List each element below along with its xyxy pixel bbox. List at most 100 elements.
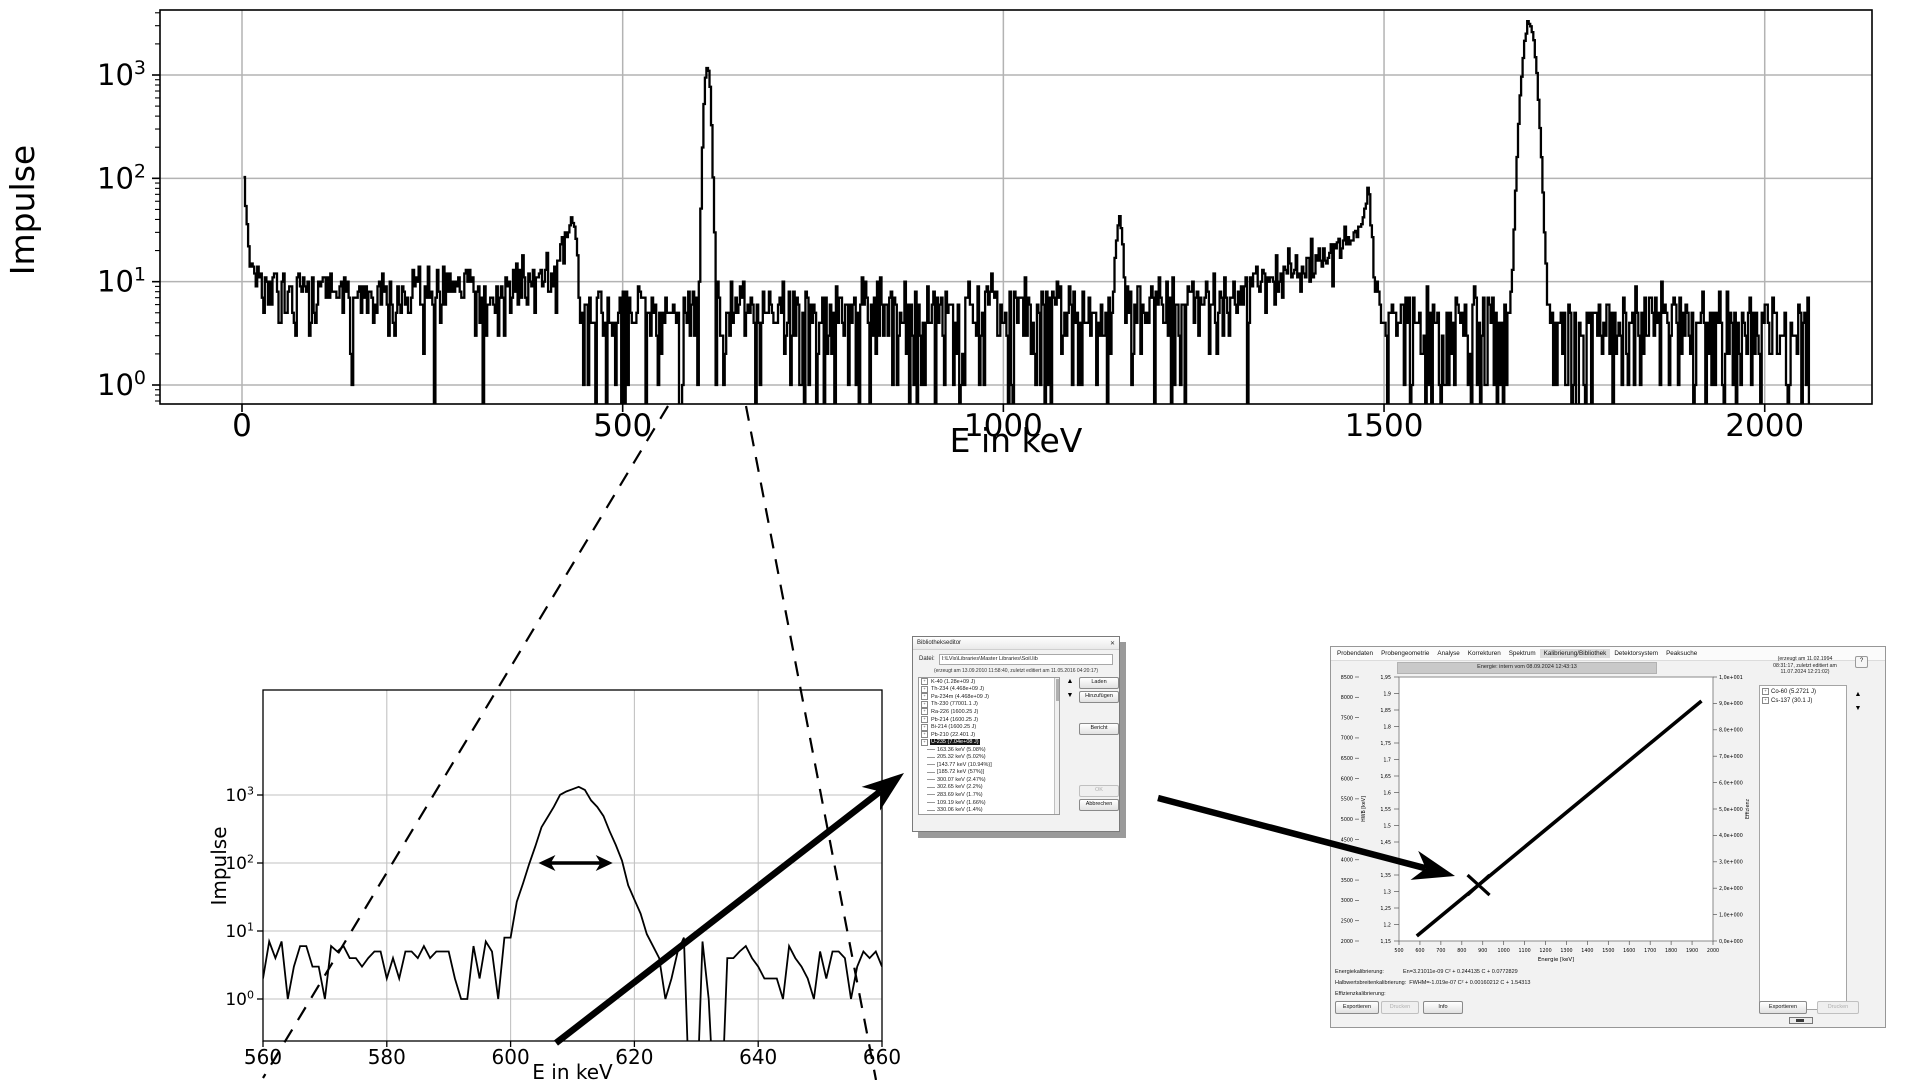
laden-button[interactable]: Laden <box>1079 677 1119 689</box>
tree-item-label: [185.72 keV (57%)] <box>937 769 985 776</box>
scroll-down-icon[interactable]: ▼ <box>1066 692 1074 699</box>
tree-item[interactable]: + Pb-210 (22.401 J) <box>919 731 1059 739</box>
exportieren-button-left[interactable]: Exportieren <box>1335 1001 1379 1014</box>
expander-icon[interactable]: + <box>921 700 928 708</box>
tree-branch <box>927 794 935 796</box>
abbrechen-button[interactable]: Abbrechen <box>1079 799 1119 811</box>
scrollbar-thumb[interactable] <box>1055 679 1059 701</box>
plot-frame <box>159 9 1873 405</box>
expander-icon[interactable]: + <box>1762 697 1769 704</box>
tick-label: 1700 <box>1644 948 1656 954</box>
tick-label: 1900 <box>1686 948 1698 954</box>
bericht-button[interactable]: Bericht <box>1079 723 1119 735</box>
log-tick-label: 101 <box>225 921 254 942</box>
info-button[interactable]: Info <box>1423 1001 1463 1014</box>
tree-item[interactable]: 109.19 keV (1.66%) <box>919 799 1059 807</box>
calibration-window: Probendaten Probengeometrie Analyse Korrekt… <box>1330 646 1886 1028</box>
x-axis-label: E in keV <box>950 421 1083 460</box>
nuclide-tree-list[interactable]: + K-40 (1.28e+09 J) + Th-234 (4.468e+09 J) +… <box>918 677 1060 815</box>
x-tick-label: 660 <box>863 1045 901 1069</box>
calibration-header: Energie: intern vom 08.09.2024 12:43:13 <box>1397 662 1657 674</box>
expander-icon[interactable]: + <box>921 693 928 701</box>
hinzufuegen-button[interactable]: Hinzufügen <box>1079 691 1119 703</box>
tree-branch <box>927 756 935 758</box>
expander-icon[interactable]: + <box>921 731 928 739</box>
right-axis-label: Effizienz <box>1745 799 1751 820</box>
ok-button[interactable]: OK <box>1079 785 1119 797</box>
tick-label: 700 <box>1436 948 1445 954</box>
tick-label: 3000 <box>1341 898 1353 904</box>
menu-item-analyse[interactable]: Analyse <box>1437 650 1460 657</box>
scroll-up-icon[interactable]: ▲ <box>1066 678 1074 685</box>
tree-item[interactable]: + Pb-214 (1600.25 J) <box>919 716 1059 724</box>
menu-item-peaksuche[interactable]: Peaksuche <box>1666 650 1698 657</box>
zoom-cone-left <box>262 405 669 1079</box>
tick-label: 800 <box>1457 948 1466 954</box>
expander-icon[interactable]: + <box>921 716 928 723</box>
nuclide-item[interactable]: + Co-60 (5.2721 J) <box>1760 687 1846 696</box>
tick-label: 1,25 <box>1380 906 1391 912</box>
tick-label: 900 <box>1478 948 1487 954</box>
energy-calibration-line: Energiekalibrierung: En=3.21011e-09 C² + … <box>1335 969 1518 975</box>
tree-item[interactable]: + Th-234 (4.468e+09 J) <box>919 685 1059 694</box>
tree-item[interactable]: 205.32 keV (5.02%) <box>919 753 1059 761</box>
menu-item-probengeometrie[interactable]: Probengeometrie <box>1381 650 1430 657</box>
dialog-titlebar[interactable]: Bibliothekseditor ✕ <box>913 637 1119 650</box>
mini-scrollbar[interactable] <box>1789 1017 1813 1024</box>
menu-item-kalibrierung-bibliothek[interactable]: Kalibrierung/Bibliothek <box>1539 649 1611 658</box>
exportieren-button-right[interactable]: Exportieren <box>1759 1001 1807 1014</box>
tree-item[interactable]: 163.36 keV (5.08%) <box>919 746 1059 754</box>
menu-item-detektorsystem[interactable]: Detektorsystem <box>1614 650 1659 657</box>
expander-icon[interactable]: + <box>921 738 928 746</box>
tick-label: 1,0e+001 <box>1719 675 1743 681</box>
list-down-icon[interactable]: ▼ <box>1854 705 1862 712</box>
tree-item[interactable]: [143.77 keV (10.94%)] <box>919 761 1059 769</box>
calibration-nuclide-list[interactable]: + Co-60 (5.2721 J) + Cs-137 (30.1 J) <box>1759 685 1847 1010</box>
tree-item[interactable]: + Bi-214 (1600.25 J) <box>919 723 1059 731</box>
close-icon[interactable]: ✕ <box>1109 640 1115 647</box>
spectrum-curve <box>243 19 1811 404</box>
tree-item[interactable]: 283.69 keV (1.7%) <box>919 791 1059 799</box>
expander-icon[interactable]: + <box>921 708 928 716</box>
menu-item-spektrum[interactable]: Spektrum <box>1508 650 1536 657</box>
tick-label: 1100 <box>1518 948 1530 954</box>
tree-item[interactable]: + K-40 (1.28e+09 J) <box>919 678 1059 686</box>
scrollbar[interactable] <box>1054 678 1059 814</box>
drucken-button-left[interactable]: Drucken <box>1381 1001 1419 1014</box>
tree-item-label: Th-230 (77001.1 J) <box>931 701 978 708</box>
x-tick-label: 620 <box>615 1045 653 1069</box>
tree-item[interactable]: 302.65 keV (2.2%) <box>919 784 1059 792</box>
tick-label: 7,0e+000 <box>1719 754 1743 760</box>
mini-scrollbar-thumb[interactable] <box>1796 1018 1804 1022</box>
tree-item[interactable]: 300.07 keV (2.47%) <box>919 776 1059 784</box>
tree-item[interactable]: + Ra-226 (1600.25 J) <box>919 708 1059 716</box>
tick-label: 7500 <box>1341 715 1353 721</box>
expander-icon[interactable]: + <box>921 723 928 731</box>
nuclide-item[interactable]: + Cs-137 (30.1 J) <box>1760 696 1846 705</box>
expander-icon[interactable]: + <box>921 685 928 693</box>
drucken-button-right[interactable]: Drucken <box>1817 1001 1859 1014</box>
bibliothekseditor-dialog: Bibliothekseditor ✕ Datei: I:\LVis\Libra… <box>912 636 1120 832</box>
menu-item-korrekturen[interactable]: Korrekturen <box>1467 650 1501 657</box>
tree-item[interactable]: [185.72 keV (57%)] <box>919 769 1059 777</box>
tick-label: 6000 <box>1341 776 1353 782</box>
menu-item-probendaten[interactable]: Probendaten <box>1337 650 1374 657</box>
library-created-note: (erzeugt am 13.09.2010 11:58:40, zuletzt… <box>933 668 1099 674</box>
list-up-icon[interactable]: ▲ <box>1854 691 1862 698</box>
created-line: (erzeugt am 11.02.1994 <box>1777 656 1833 662</box>
tree-item-label: 300.07 keV (2.47%) <box>937 776 986 783</box>
tree-item[interactable]: + Th-230 (77001.1 J) <box>919 700 1059 709</box>
expander-icon[interactable]: + <box>921 678 928 686</box>
tree-item[interactable]: 330.06 keV (1.4%) <box>919 806 1059 814</box>
hwb-formula: FWHM=-1.019e-07 C² + 0.00160212 C + 1.54… <box>1409 980 1531 986</box>
energie-label: Energiekalibrierung: <box>1335 969 1384 975</box>
left-axis-label: HWB [keV] <box>1361 796 1367 822</box>
tree-item[interactable]: + U-235 (7.04e+08 J) <box>919 738 1059 746</box>
tree-item[interactable]: + Pa-234m (4.468e+09 J) <box>919 693 1059 701</box>
file-path-field[interactable]: I:\LVis\Libraries\Master Libraries\Soil.… <box>938 653 1113 665</box>
tick-label: 1,65 <box>1380 774 1391 780</box>
help-button[interactable]: ? <box>1855 656 1868 668</box>
eff-label: Effizienzkalibrierung: <box>1335 991 1386 997</box>
expander-icon[interactable]: + <box>1762 688 1769 695</box>
